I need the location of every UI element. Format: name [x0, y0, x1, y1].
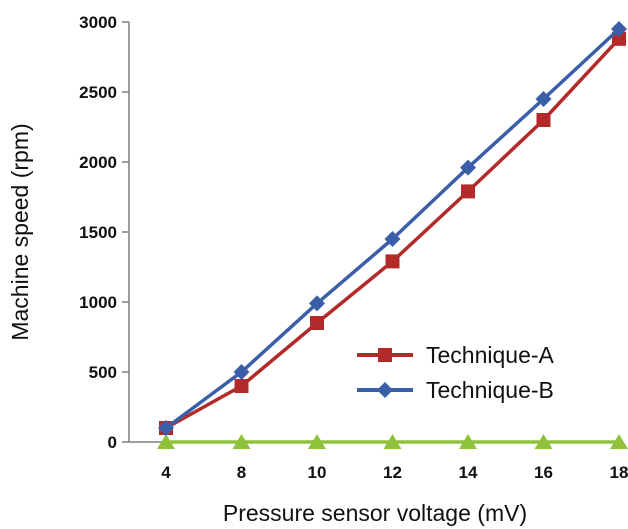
legend-swatch-marker	[377, 382, 393, 398]
y-tick-label: 0	[108, 433, 117, 452]
legend-item-technique-a: Technique-A	[357, 342, 555, 368]
data-point-technique-a	[385, 254, 400, 269]
data-point-technique-b	[611, 21, 627, 37]
x-tick-label: 18	[610, 463, 628, 482]
data-point-series-3	[534, 434, 553, 449]
data-point-series-3	[610, 434, 628, 449]
data-point-series-3	[157, 434, 175, 449]
y-tick-label: 1000	[79, 293, 117, 312]
data-point-series-3	[383, 434, 402, 449]
data-point-series-3	[459, 434, 477, 449]
data-point-technique-a	[234, 379, 249, 393]
legend-item-technique-b: Technique-B	[357, 377, 554, 403]
series-series-3	[157, 434, 628, 449]
y-axis: 0 500 1000 1500 2000 2500 3000	[79, 13, 130, 452]
legend: Technique-A Technique-B	[357, 342, 555, 403]
x-tick-label: 12	[383, 463, 402, 482]
series-line-technique-b	[164, 27, 621, 430]
data-point-technique-a	[612, 31, 626, 46]
x-axis-title: Pressure sensor voltage (mV)	[223, 500, 527, 526]
y-tick-label: 2500	[79, 83, 117, 102]
y-tick-label: 500	[89, 363, 117, 382]
x-tick-label: 8	[237, 463, 246, 482]
legend-label: Technique-B	[426, 377, 554, 403]
data-point-technique-b	[158, 420, 174, 436]
y-axis-title: Machine speed (rpm)	[7, 123, 33, 340]
x-tick-label: 14	[459, 463, 478, 482]
y-tick-label: 1500	[79, 223, 117, 242]
data-point-technique-a	[536, 113, 551, 127]
data-point-technique-a	[461, 184, 475, 199]
y-tick-label: 3000	[79, 13, 117, 32]
x-tick-label: 10	[308, 463, 327, 482]
data-point-technique-b	[460, 159, 476, 176]
data-point-technique-b	[309, 295, 325, 312]
y-tick-label: 2000	[79, 153, 117, 172]
x-tick-label: 16	[534, 463, 553, 482]
data-point-series-3	[232, 434, 251, 449]
data-point-technique-b	[535, 91, 552, 107]
legend-swatch-marker	[378, 348, 392, 362]
data-point-technique-b	[233, 364, 250, 380]
series-layer	[157, 21, 628, 449]
data-point-technique-a	[310, 316, 324, 330]
series-technique-b	[158, 21, 627, 436]
x-axis: 4 8 10 12 14 16 18	[129, 441, 628, 482]
data-point-series-3	[308, 434, 326, 449]
x-tick-label: 4	[161, 463, 171, 482]
data-point-technique-b	[384, 231, 401, 247]
legend-label: Technique-A	[426, 342, 555, 368]
